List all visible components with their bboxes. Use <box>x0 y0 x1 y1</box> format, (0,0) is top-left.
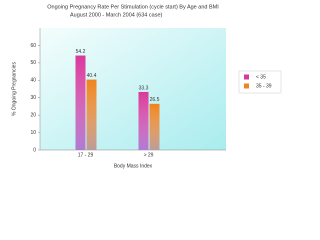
chart-title: Ongoing Pregnancy Rate Per Stimulation (… <box>47 4 219 10</box>
bar-shade <box>138 91 149 150</box>
legend-swatch <box>244 74 249 80</box>
y-tick-label: 40 <box>30 78 36 84</box>
x-tick-label: 17 - 29 <box>78 152 94 158</box>
x-axis-label: Body Mass Index <box>114 163 153 169</box>
legend-label: < 35 <box>256 74 266 80</box>
bar-shade <box>149 103 160 150</box>
x-tick-label: > 29 <box>144 152 154 158</box>
legend <box>238 70 282 94</box>
y-tick-label: 10 <box>30 130 36 136</box>
legend-swatch <box>244 83 249 89</box>
y-tick-label: 0 <box>33 147 36 153</box>
value-label: 54.2 <box>76 49 86 55</box>
value-label: 33.3 <box>139 85 149 91</box>
value-label: 40.4 <box>87 73 97 79</box>
bar-shade <box>75 55 86 151</box>
chart: Ongoing Pregnancy Rate Per Stimulation (… <box>11 4 282 169</box>
legend-label: 35 - 39 <box>256 83 272 89</box>
chart-subtitle: August 2000 - March 2004 (634 case) <box>70 12 163 18</box>
y-tick-label: 50 <box>30 60 36 66</box>
y-tick-label: 30 <box>30 95 36 101</box>
y-tick-label: 20 <box>30 112 36 118</box>
value-label: 26.5 <box>150 97 160 103</box>
y-axis-label: % Ongoing Pregnancies <box>11 62 17 116</box>
bar-shade <box>86 79 97 150</box>
plot-area <box>40 28 226 150</box>
y-tick-label: 60 <box>30 43 36 49</box>
